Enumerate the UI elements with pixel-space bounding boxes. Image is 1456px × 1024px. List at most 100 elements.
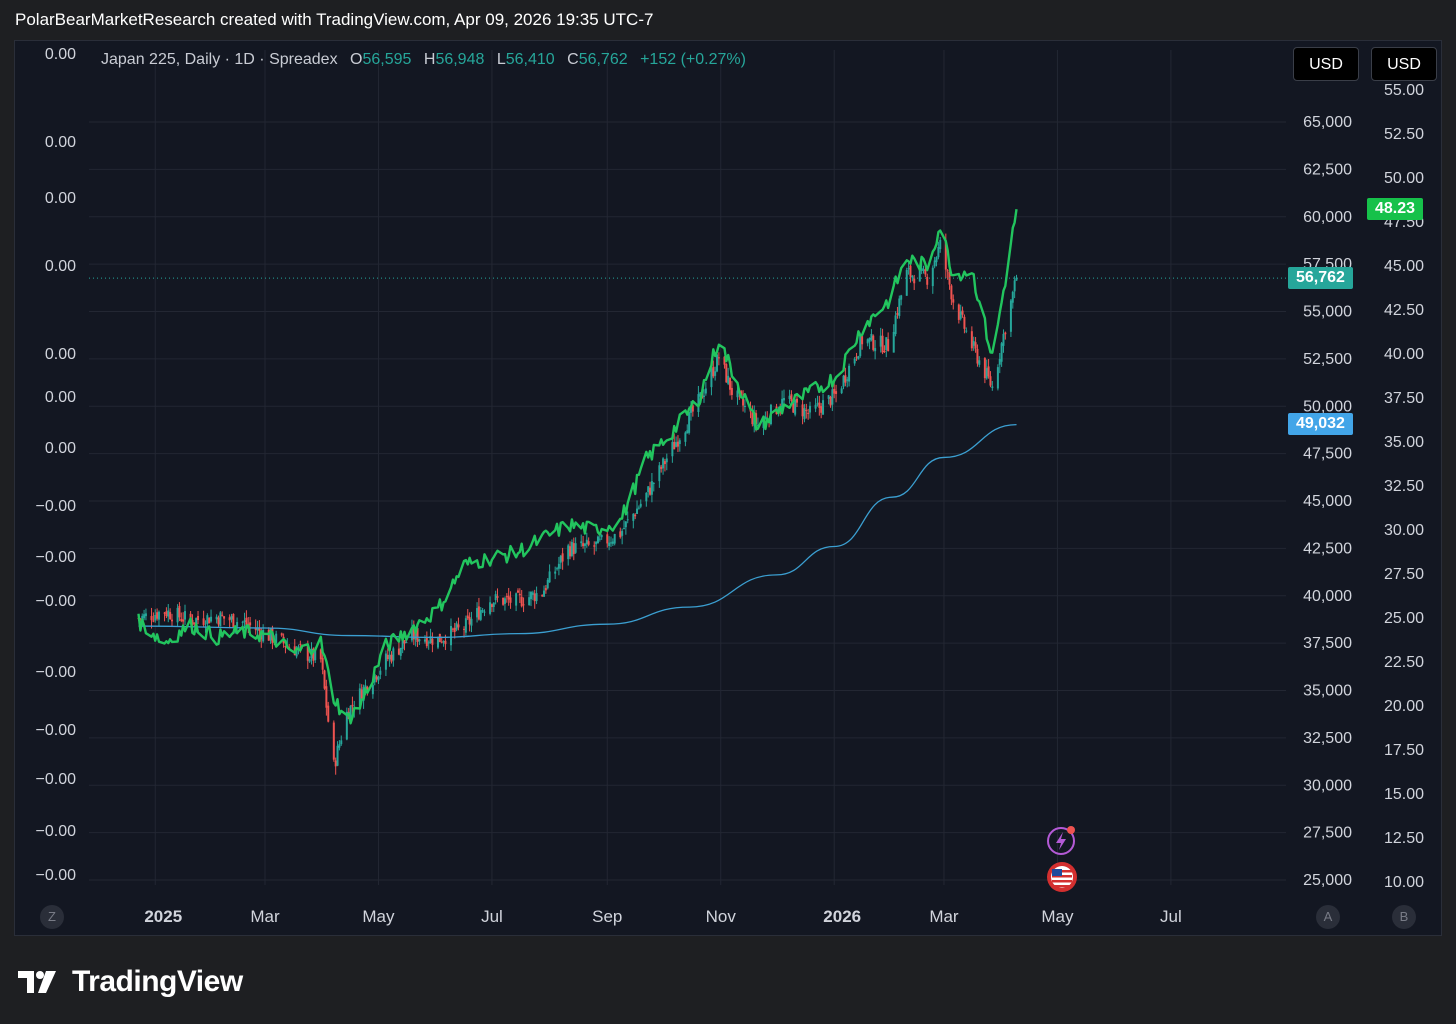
currency-button-overlay[interactable]: USD (1371, 47, 1437, 81)
candle (180, 612, 183, 623)
candle (436, 636, 439, 650)
price-axis-tick: 65,000 (1303, 114, 1352, 131)
candle-body (507, 595, 510, 600)
candle (976, 344, 979, 367)
candle-body (814, 404, 817, 409)
candle-body (684, 432, 687, 442)
candle (874, 340, 877, 360)
candle-body (502, 597, 505, 605)
overlay-axis-tick: 37.50 (1384, 390, 1424, 407)
candle-body (243, 620, 246, 622)
candle-body (139, 618, 142, 620)
overlay-axis-tick: 17.50 (1384, 742, 1424, 759)
auto-scale-button-a[interactable]: A (1316, 905, 1340, 929)
candle-body (371, 684, 374, 695)
candle (807, 408, 810, 420)
candle (481, 607, 484, 614)
candle-body (613, 534, 616, 544)
candle (167, 604, 170, 623)
candle (957, 303, 960, 324)
tradingview-logo: TradingView (18, 962, 243, 1002)
candle-body (727, 375, 730, 384)
candle-body (157, 611, 160, 620)
candle-body (881, 335, 884, 353)
candle-body (861, 336, 864, 345)
candle (334, 757, 337, 775)
left-axis-tick: 0.00 (45, 440, 76, 457)
price-axis: 65,00062,50060,00057,50055,00052,50050,0… (1303, 114, 1352, 889)
candle (742, 390, 745, 412)
candle (509, 591, 512, 609)
candle-body (431, 638, 434, 645)
candle-body (608, 542, 611, 547)
candle (663, 458, 666, 472)
candle (254, 619, 257, 635)
candle-body (801, 404, 804, 417)
candle (939, 236, 942, 253)
candle-body (794, 399, 797, 415)
candle (585, 532, 588, 548)
candle-body (197, 615, 200, 621)
candle (392, 646, 395, 667)
candle-body (714, 371, 717, 376)
candle (466, 609, 469, 621)
candle-body (717, 357, 720, 359)
candle (933, 256, 936, 269)
candle (730, 381, 733, 400)
candle-body (671, 441, 674, 457)
candle-body (215, 616, 218, 620)
candle (1004, 331, 1007, 340)
candle-body (377, 676, 380, 681)
candle-body (210, 616, 213, 622)
close-label: C (567, 51, 579, 68)
candle-body (334, 760, 337, 767)
candle (243, 612, 246, 628)
overlay-axis-tick: 30.00 (1384, 522, 1424, 539)
candle-body (645, 492, 648, 502)
candle-body (256, 627, 259, 631)
candle-body (221, 614, 224, 616)
candle (388, 650, 391, 667)
overlay-axis-tick: 35.00 (1384, 434, 1424, 451)
candle (634, 513, 637, 520)
auto-scale-button-b[interactable]: B (1392, 905, 1416, 929)
candle (208, 617, 211, 624)
candle-body (870, 333, 873, 340)
currency-button-price[interactable]: USD (1293, 47, 1359, 81)
candle-body (176, 607, 179, 623)
candle-body (961, 310, 964, 315)
candle (857, 355, 860, 360)
candle (150, 607, 153, 629)
candle-body (567, 545, 570, 560)
candle-body (803, 408, 806, 420)
candle-body (399, 647, 402, 656)
candle (613, 533, 616, 546)
candle-body (427, 642, 430, 644)
candle (567, 543, 570, 566)
candle (535, 586, 538, 605)
lightning-glyph (1056, 832, 1066, 850)
candle-body (892, 331, 895, 353)
candle-body (689, 407, 692, 413)
candle-body (249, 622, 252, 626)
zoom-reset-button[interactable]: Z (40, 905, 64, 929)
candle (675, 436, 678, 448)
candle (846, 376, 849, 388)
price-chart[interactable]: 65,00062,50060,00057,50055,00052,50050,0… (14, 40, 1442, 936)
candle-body (853, 358, 856, 364)
candle-body (621, 530, 624, 536)
candle (143, 609, 146, 621)
candle (450, 618, 453, 651)
candle-body (152, 620, 155, 622)
candle-body (546, 579, 549, 589)
candle (559, 554, 562, 569)
left-axis-tick: −0.00 (36, 823, 77, 840)
candle-body (710, 368, 713, 388)
candle-body (857, 356, 860, 360)
candle-body (561, 553, 564, 562)
candle (338, 740, 341, 751)
candle (782, 389, 785, 405)
candle-body (855, 356, 858, 358)
candle-body (476, 608, 479, 618)
candle-body (624, 521, 627, 528)
